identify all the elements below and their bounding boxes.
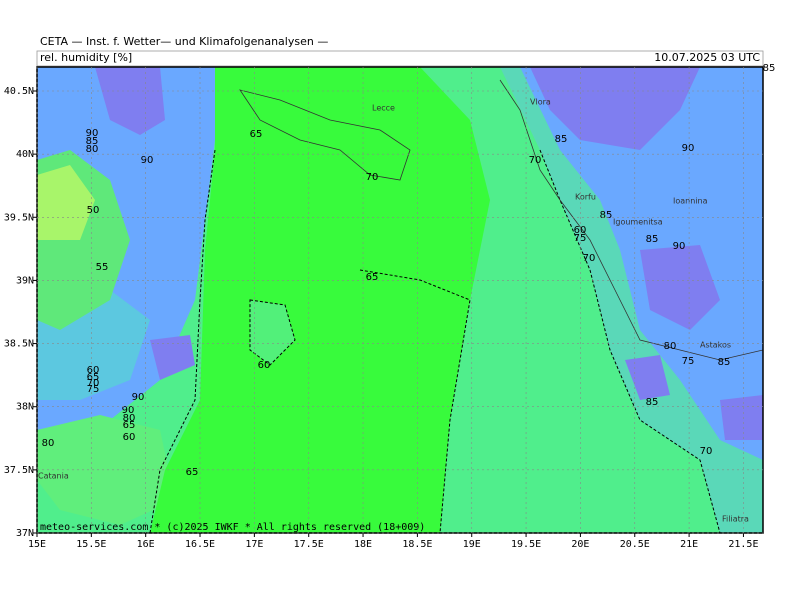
contour-line [359, 269, 471, 533]
contour-label: 80 [42, 438, 55, 449]
contour-label: 90 [673, 241, 686, 252]
contour-label: 90 [141, 155, 154, 166]
contour-line [539, 149, 721, 533]
contour-line [249, 299, 296, 366]
x-tick-label: 18E [354, 539, 372, 550]
x-tick-label: 16E [137, 539, 155, 550]
contour-label: 85 [86, 136, 99, 147]
contour-label: 75 [87, 384, 100, 395]
x-tick-label: 17E [245, 539, 263, 550]
contour-label: 50 [87, 205, 100, 216]
field-green-sw [37, 415, 175, 525]
x-tick-label: 15E [28, 539, 46, 550]
y-tick-label: 39N [16, 275, 34, 286]
x-tick-label: 17.5E [294, 539, 324, 550]
contour-label: 85 [718, 357, 731, 368]
contour-label: 60 [87, 365, 100, 376]
x-tick-label: 21.5E [728, 539, 758, 550]
x-tick-label: 18.5E [402, 539, 432, 550]
contour-label: 65 [87, 372, 100, 383]
contour-label: 90 [682, 143, 695, 154]
contour-label: 90 [86, 128, 99, 139]
place-label: Astakos [700, 341, 731, 350]
contour-label: 65 [123, 420, 136, 431]
plot-frame [36, 66, 764, 534]
place-label: Igoumenitsa [613, 218, 663, 227]
contour-label: 90 [132, 392, 145, 403]
place-label: Lecce [372, 104, 395, 113]
contour-label: 75 [574, 233, 587, 244]
field-purple-w [150, 335, 195, 380]
place-label: Filiatra [722, 515, 749, 524]
title: CETA — Inst. f. Wetter— und Klimafolgena… [40, 35, 328, 48]
contour-label: 60 [574, 225, 587, 236]
field-purple-se [625, 355, 670, 400]
contour-label: 55 [96, 262, 109, 273]
contour-label: 65 [186, 467, 199, 478]
contour-line [149, 149, 216, 533]
contour-label: 85 [646, 397, 659, 408]
contour-label: 65 [366, 272, 379, 283]
field-green-islet [250, 300, 295, 365]
y-tick-label: 38N [16, 402, 34, 413]
contour-label: 70 [583, 253, 596, 264]
x-tick-label: 19.5E [511, 539, 541, 550]
field-purple-ne [530, 67, 700, 150]
contour-label: 80 [123, 413, 136, 424]
contour-label: 75 [682, 356, 695, 367]
axes: 15E 15.5E 16E 16.5E 17E 17.5E 18E 18.5E 19E 19.5E… [4, 67, 763, 550]
contour-label: 70 [366, 172, 379, 183]
contour-label: 70 [87, 378, 100, 389]
x-tick-label: 20.5E [620, 539, 650, 550]
coastline [499, 79, 763, 361]
y-tick-label: 37N [16, 528, 34, 539]
place-label: Catania [38, 472, 69, 481]
field-blue-east [520, 67, 763, 460]
y-tick-label: 40.5N [4, 86, 34, 97]
field-purple-nw [95, 67, 165, 135]
coastline [239, 89, 411, 181]
field [37, 67, 763, 533]
field-green-central [150, 67, 490, 533]
x-tick-label: 20E [571, 539, 589, 550]
contour-label: 80 [664, 341, 677, 352]
place-label: Ioannina [673, 197, 708, 206]
place-label: Vlora [530, 98, 551, 107]
field-purple-e [640, 245, 720, 330]
y-tick-label: 39.5N [4, 212, 34, 223]
contour-label: 60 [123, 432, 136, 443]
contour-label: 85 [600, 210, 613, 221]
header-box [36, 50, 764, 67]
contour-label: 85 [763, 63, 776, 74]
field-lightgreen-west [37, 165, 95, 240]
contour-label: 60 [258, 360, 271, 371]
contour-label: 80 [86, 144, 99, 155]
y-tick-label: 37.5N [4, 465, 34, 476]
contour-label: 65 [250, 129, 263, 140]
footer: meteo-services.com * (c)2025 IWKF * All … [40, 522, 425, 533]
valid-time: 10.07.2025 03 UTC [654, 51, 760, 64]
field-purple-far-e [720, 395, 763, 440]
y-tick-label: 38.5N [4, 339, 34, 350]
x-tick-label: 21E [680, 539, 698, 550]
contour-label: 70 [700, 446, 713, 457]
place-label: Korfu [575, 193, 596, 202]
contour-label: 90 [122, 405, 135, 416]
x-tick-label: 15.5E [76, 539, 106, 550]
variable: rel. humidity [%] [40, 51, 132, 64]
y-tick-label: 40N [16, 149, 34, 160]
x-tick-label: 19E [463, 539, 481, 550]
x-tick-label: 16.5E [185, 539, 215, 550]
contour-label: 70 [529, 155, 542, 166]
contour-label: 85 [555, 134, 568, 145]
contour-label: 85 [646, 234, 659, 245]
